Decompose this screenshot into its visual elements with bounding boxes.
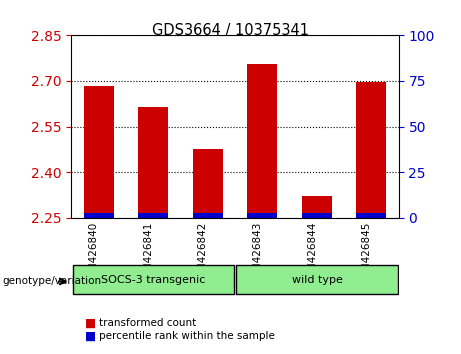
Text: GSM426842: GSM426842 — [198, 221, 208, 285]
Text: GSM426844: GSM426844 — [307, 221, 317, 285]
Text: percentile rank within the sample: percentile rank within the sample — [99, 331, 275, 341]
Text: GSM426841: GSM426841 — [143, 221, 153, 285]
Bar — [72, 266, 234, 294]
Text: SOCS-3 transgenic: SOCS-3 transgenic — [101, 275, 206, 285]
Bar — [356, 82, 386, 218]
Bar — [248, 213, 278, 218]
Bar — [84, 213, 114, 218]
Text: wild type: wild type — [291, 275, 343, 285]
Text: GSM426845: GSM426845 — [361, 221, 372, 285]
Text: ■: ■ — [85, 316, 96, 329]
Bar — [193, 149, 223, 218]
Bar — [356, 213, 386, 218]
Text: ■: ■ — [85, 330, 96, 343]
Bar — [302, 196, 332, 218]
Text: GSM426840: GSM426840 — [89, 221, 99, 285]
Bar — [138, 107, 168, 218]
Bar — [193, 213, 223, 218]
Bar — [302, 213, 332, 218]
Text: transformed count: transformed count — [99, 318, 196, 328]
Bar — [138, 213, 168, 218]
Text: GDS3664 / 10375341: GDS3664 / 10375341 — [152, 23, 309, 38]
Bar — [236, 266, 398, 294]
Text: genotype/variation: genotype/variation — [2, 276, 101, 286]
Bar — [248, 64, 278, 218]
Bar — [84, 86, 114, 218]
Text: GSM426843: GSM426843 — [252, 221, 262, 285]
